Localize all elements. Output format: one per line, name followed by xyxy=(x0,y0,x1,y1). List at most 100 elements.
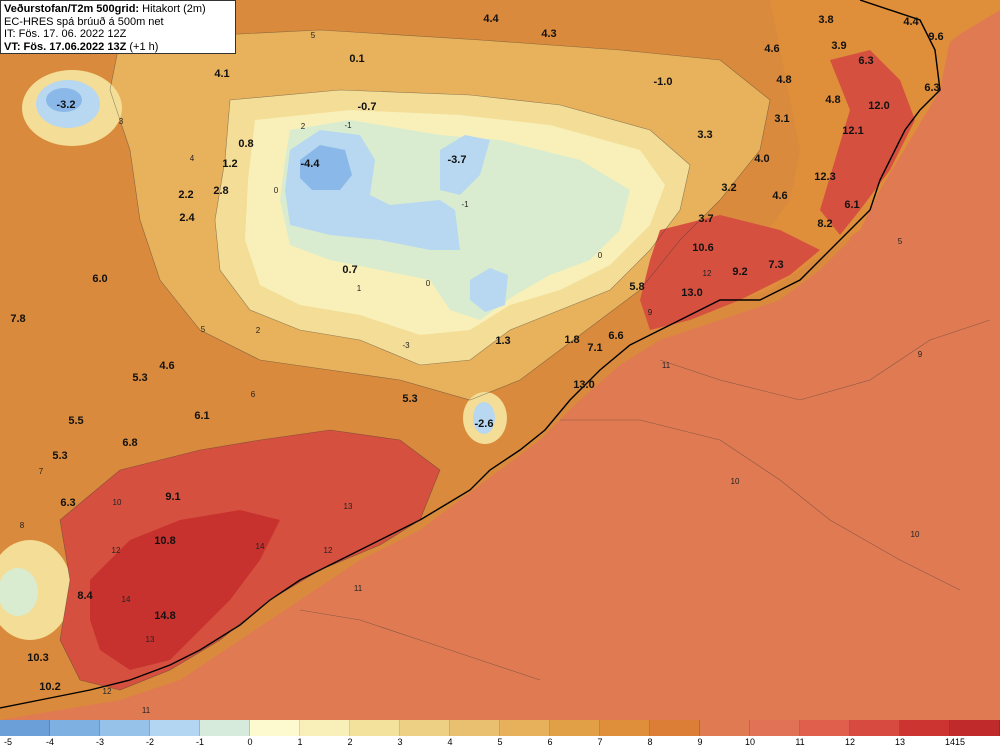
glacier-ice-east xyxy=(440,135,490,195)
legend-swatch xyxy=(450,720,500,736)
station-value: 1.3 xyxy=(495,335,510,347)
station-value: 6.3 xyxy=(60,497,75,509)
map-subtitle: Hitakort (2m) xyxy=(142,3,206,15)
station-value: -1.0 xyxy=(654,76,673,88)
contour-label: 13 xyxy=(344,502,353,511)
contour-line xyxy=(109,29,771,401)
station-value: 14.8 xyxy=(154,610,175,622)
legend-swatch xyxy=(150,720,200,736)
valid-time-offset: (+1 h) xyxy=(129,40,159,53)
legend-swatch xyxy=(250,720,300,736)
station-value: 4.3 xyxy=(541,28,556,40)
southeast-hot-band xyxy=(640,215,820,330)
contour-label: 11 xyxy=(142,706,151,715)
station-value: 0.7 xyxy=(342,264,357,276)
station-value: 12.0 xyxy=(868,100,889,112)
contour-label: 1 xyxy=(357,284,362,293)
station-value: 0.8 xyxy=(238,138,253,150)
legend-label: 7 xyxy=(597,737,603,747)
station-value: 5.3 xyxy=(52,450,67,462)
contour-label: 4 xyxy=(190,154,195,163)
legend-label: -2 xyxy=(145,737,155,747)
station-value: 2.2 xyxy=(178,189,193,201)
contour-label: 5 xyxy=(201,325,206,334)
legend-swatch xyxy=(800,720,850,736)
legend-swatch xyxy=(400,720,450,736)
legend-label: 5 xyxy=(497,737,503,747)
contour-label: 14 xyxy=(256,542,265,551)
model-line: EC-HRES spá brúuð á 500m net xyxy=(4,15,164,28)
station-value: 6.3 xyxy=(924,82,939,94)
legend-label: 15 xyxy=(954,737,966,747)
legend-label: 3 xyxy=(397,737,403,747)
station-value: 8.2 xyxy=(817,218,832,230)
station-value: 12.1 xyxy=(842,125,863,137)
legend-label: -5 xyxy=(3,737,13,747)
legend-label: -3 xyxy=(95,737,105,747)
legend-label: 14 xyxy=(944,737,956,747)
station-value: 4.6 xyxy=(159,360,174,372)
station-value: -2.6 xyxy=(475,418,494,430)
station-value: 12.3 xyxy=(814,171,835,183)
contour-label: 11 xyxy=(354,584,363,593)
station-value: 1.8 xyxy=(564,334,579,346)
glacier-deep xyxy=(300,145,352,190)
legend-swatch xyxy=(700,720,750,736)
legend-swatch xyxy=(350,720,400,736)
glacier-northwest-core xyxy=(46,88,82,112)
legend-swatch xyxy=(200,720,250,736)
station-value: 2.8 xyxy=(213,185,228,197)
contour-line xyxy=(299,609,541,681)
contour-label: -1 xyxy=(461,200,469,209)
legend-label: 6 xyxy=(547,737,553,747)
contour-label: 5 xyxy=(898,237,903,246)
station-value: 8.4 xyxy=(77,590,93,602)
station-value: 4.4 xyxy=(483,13,499,25)
northeast-hot-band xyxy=(820,50,915,235)
initial-time: IT: Fös. 17. 06. 2022 12Z xyxy=(4,28,127,40)
legend-color-bar xyxy=(0,720,1000,736)
station-value: 13.0 xyxy=(681,287,702,299)
legend-swatch xyxy=(600,720,650,736)
station-value: 10.3 xyxy=(27,652,48,664)
station-value: 9.1 xyxy=(165,491,180,503)
legend-label: 11 xyxy=(795,737,805,747)
color-legend: -5 -4 -3 -2 -1 0 1 2 3 4 5 6 7 8 9 10 11 12 13 14 15 xyxy=(0,720,1000,748)
legend-label: 8 xyxy=(647,737,653,747)
station-value: 6.0 xyxy=(92,273,107,285)
valid-time-row: VT: Fös. 17.06.2022 13Z (+1 h) xyxy=(4,41,232,54)
station-value: 4.8 xyxy=(776,74,791,86)
legend-label: 1 xyxy=(297,737,303,747)
contour-label: 3 xyxy=(119,117,124,126)
valid-time: VT: Fös. 17.06.2022 13Z xyxy=(4,40,127,53)
contour-label: 0 xyxy=(274,186,279,195)
contour-line xyxy=(59,429,441,691)
contour-label: 7 xyxy=(39,467,44,476)
station-value: 9.6 xyxy=(928,31,943,43)
legend-swatch xyxy=(650,720,700,736)
station-value: 3.7 xyxy=(698,213,713,225)
legend-label: -1 xyxy=(195,737,205,747)
legend-swatch xyxy=(500,720,550,736)
station-value: 6.1 xyxy=(844,199,859,211)
legend-swatch xyxy=(550,720,600,736)
station-value: 3.2 xyxy=(721,182,736,194)
legend-swatch xyxy=(950,720,1000,736)
legend-labels: -5 -4 -3 -2 -1 0 1 2 3 4 5 6 7 8 9 10 11 12 13 14 15 xyxy=(0,737,1000,748)
station-value: 3.8 xyxy=(818,14,833,26)
station-value: 10.8 xyxy=(154,535,175,547)
contour-label: 8 xyxy=(20,521,25,530)
legend-swatch xyxy=(300,720,350,736)
station-value: 4.1 xyxy=(214,68,229,80)
legend-swatch xyxy=(900,720,950,736)
title-row: Veðurstofan/T2m 500grid: Hitakort (2m) xyxy=(4,3,232,16)
station-values: 4.4 4.3 3.8 4.4 9.6 3.9 4.6 6.3 6.3 0.1 4.1 -1.0 4.8… xyxy=(10,13,943,693)
contour-label: 13 xyxy=(146,635,155,644)
legend-label: 9 xyxy=(697,737,703,747)
contour-label: 12 xyxy=(103,687,112,696)
legend-label: 13 xyxy=(894,737,906,747)
contour-label: 10 xyxy=(113,498,122,507)
contour-label: 2 xyxy=(256,326,261,335)
contour-line xyxy=(560,419,961,591)
legend-swatch xyxy=(50,720,100,736)
